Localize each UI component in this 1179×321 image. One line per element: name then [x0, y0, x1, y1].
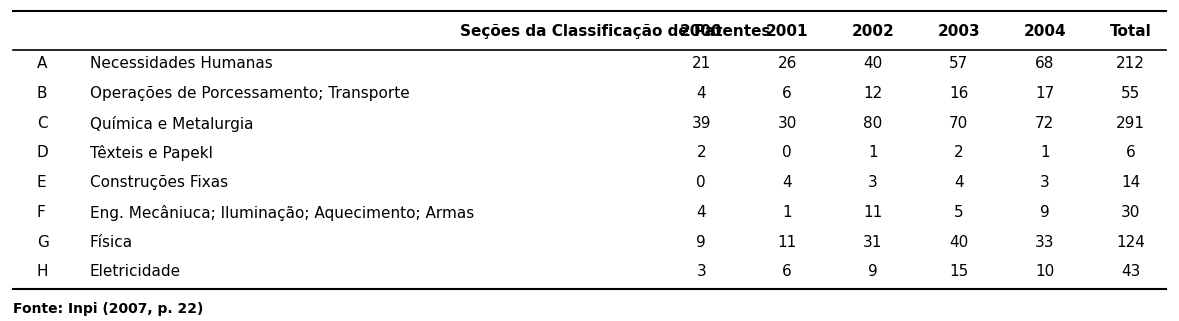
- Text: 291: 291: [1117, 116, 1145, 131]
- Text: 2000: 2000: [680, 23, 723, 39]
- Text: 14: 14: [1121, 175, 1140, 190]
- Text: 40: 40: [949, 235, 968, 250]
- Text: 15: 15: [949, 265, 968, 280]
- Text: 0: 0: [783, 145, 792, 160]
- Text: 6: 6: [782, 265, 792, 280]
- Text: 1: 1: [783, 205, 792, 220]
- Text: F: F: [37, 205, 46, 220]
- Text: 39: 39: [692, 116, 711, 131]
- Text: Operações de Porcessamento; Transporte: Operações de Porcessamento; Transporte: [90, 86, 409, 101]
- Text: 2001: 2001: [766, 23, 809, 39]
- Text: Fonte: Inpi (2007, p. 22): Fonte: Inpi (2007, p. 22): [13, 302, 204, 316]
- Text: A: A: [37, 56, 47, 71]
- Text: 0: 0: [697, 175, 706, 190]
- Text: G: G: [37, 235, 48, 250]
- Text: 33: 33: [1035, 235, 1054, 250]
- Text: 1: 1: [868, 145, 878, 160]
- Text: 9: 9: [697, 235, 706, 250]
- Text: H: H: [37, 265, 48, 280]
- Text: 4: 4: [697, 205, 706, 220]
- Text: 4: 4: [783, 175, 792, 190]
- Text: 6: 6: [1126, 145, 1135, 160]
- Text: 3: 3: [868, 175, 878, 190]
- Text: 40: 40: [863, 56, 883, 71]
- Text: 10: 10: [1035, 265, 1054, 280]
- Text: B: B: [37, 86, 47, 101]
- Text: 70: 70: [949, 116, 968, 131]
- Text: 11: 11: [863, 205, 883, 220]
- Text: 3: 3: [1040, 175, 1049, 190]
- Text: Eletricidade: Eletricidade: [90, 265, 180, 280]
- Text: Química e Metalurgia: Química e Metalurgia: [90, 116, 253, 132]
- Text: 1: 1: [1040, 145, 1049, 160]
- Text: 21: 21: [692, 56, 711, 71]
- Text: 2003: 2003: [937, 23, 980, 39]
- Text: 5: 5: [954, 205, 963, 220]
- Text: 57: 57: [949, 56, 968, 71]
- Text: 80: 80: [863, 116, 883, 131]
- Text: Necessidades Humanas: Necessidades Humanas: [90, 56, 272, 71]
- Text: 4: 4: [697, 86, 706, 101]
- Text: Eng. Mecâniuca; Iluminação; Aquecimento; Armas: Eng. Mecâniuca; Iluminação; Aquecimento;…: [90, 205, 474, 221]
- Text: 16: 16: [949, 86, 968, 101]
- Text: 212: 212: [1117, 56, 1145, 71]
- Text: 124: 124: [1117, 235, 1145, 250]
- Text: 43: 43: [1121, 265, 1140, 280]
- Text: 2004: 2004: [1023, 23, 1066, 39]
- Text: 3: 3: [697, 265, 706, 280]
- Text: 2002: 2002: [851, 23, 895, 39]
- Text: 30: 30: [1121, 205, 1140, 220]
- Text: Construções Fixas: Construções Fixas: [90, 175, 228, 190]
- Text: Seções da Classificação de Patentes: Seções da Classificação de Patentes: [460, 23, 770, 39]
- Text: 12: 12: [863, 86, 883, 101]
- Text: 2: 2: [954, 145, 963, 160]
- Text: D: D: [37, 145, 48, 160]
- Text: 17: 17: [1035, 86, 1054, 101]
- Text: 68: 68: [1035, 56, 1054, 71]
- Text: 55: 55: [1121, 86, 1140, 101]
- Text: 72: 72: [1035, 116, 1054, 131]
- Text: E: E: [37, 175, 46, 190]
- Text: 2: 2: [697, 145, 706, 160]
- Text: 4: 4: [954, 175, 963, 190]
- Text: Têxteis e Papekl: Têxteis e Papekl: [90, 145, 212, 161]
- Text: 9: 9: [868, 265, 878, 280]
- Text: Total: Total: [1109, 23, 1152, 39]
- Text: C: C: [37, 116, 47, 131]
- Text: 11: 11: [777, 235, 797, 250]
- Text: Física: Física: [90, 235, 133, 250]
- Text: 6: 6: [782, 86, 792, 101]
- Text: 9: 9: [1040, 205, 1049, 220]
- Text: 31: 31: [863, 235, 883, 250]
- Text: 26: 26: [777, 56, 797, 71]
- Text: 30: 30: [777, 116, 797, 131]
